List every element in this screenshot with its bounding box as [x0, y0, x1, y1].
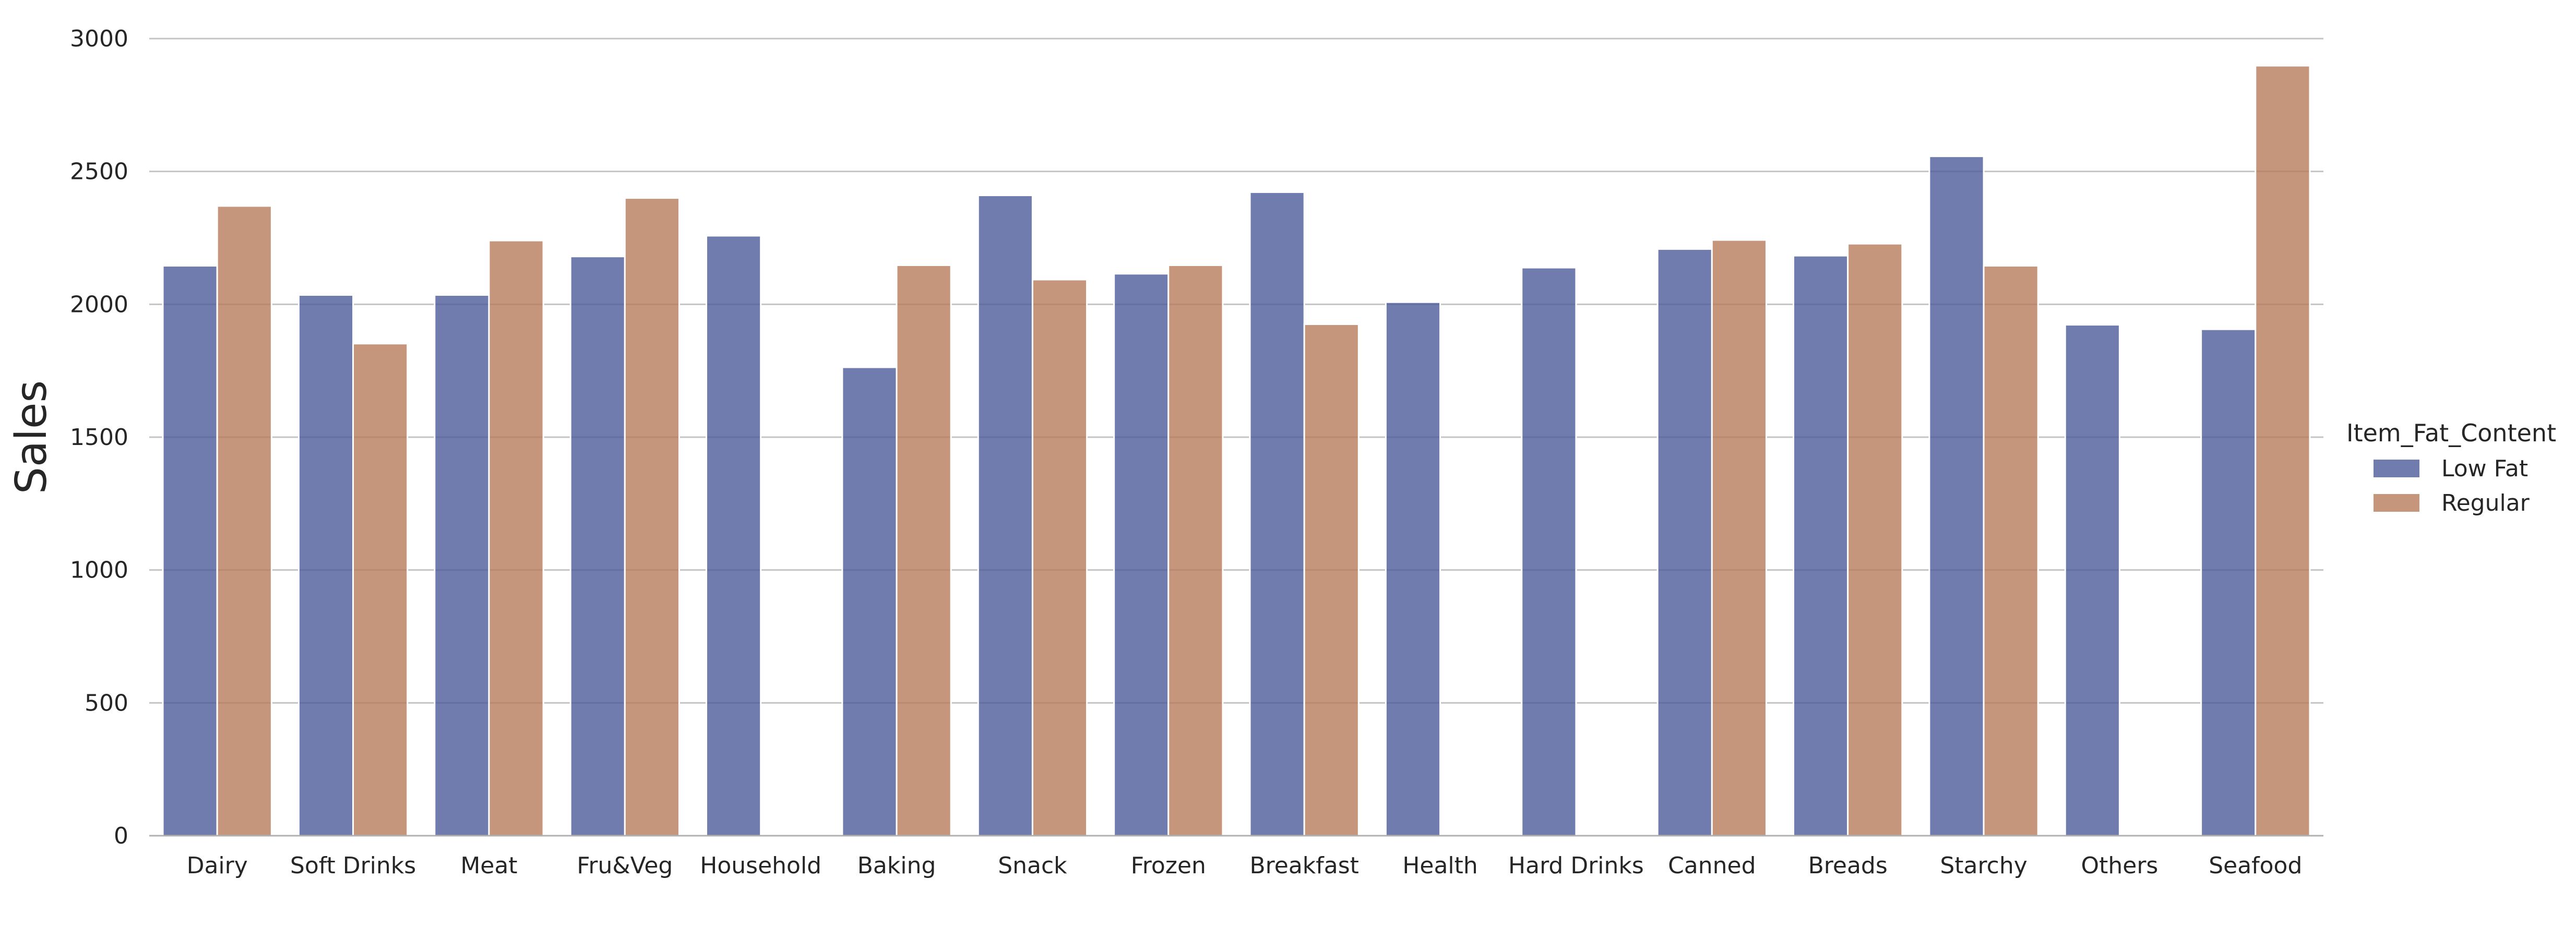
x-tick-label: Frozen	[1131, 852, 1206, 879]
bar-regular	[352, 343, 409, 837]
y-tick-label: 1000	[70, 557, 128, 584]
y-tick-label: 1500	[70, 424, 128, 451]
y-axis-label: Sales	[7, 380, 56, 494]
x-tick-label: Breads	[1808, 852, 1888, 879]
bar-regular	[1983, 264, 2039, 837]
y-tick-labels: 0 500 1000 1500 2000 2500 3000	[70, 26, 128, 849]
bar-regular	[1711, 239, 1767, 837]
legend-swatch	[2374, 494, 2419, 512]
x-tick-label: Soft Drinks	[290, 852, 416, 879]
bar-regular	[1847, 243, 1903, 837]
bar-low-fat	[1656, 248, 1713, 837]
bar-low-fat	[977, 195, 1033, 837]
x-tick-label: Others	[2081, 852, 2158, 879]
x-tick-label: Canned	[1668, 852, 1756, 879]
x-tick-label: Baking	[857, 852, 936, 879]
x-tick-label: Starchy	[1940, 852, 2027, 879]
bar-low-fat	[1793, 255, 1849, 837]
x-tick-label: Snack	[998, 852, 1067, 879]
x-tick-label: Health	[1402, 852, 1477, 879]
y-tick-label: 0	[114, 823, 128, 849]
x-tick-labels: Dairy Soft Drinks Meat Fru&Veg Household Baki…	[187, 852, 2303, 879]
y-tick-label: 2500	[70, 159, 128, 185]
x-tick-label: Dairy	[187, 852, 248, 879]
bar-low-fat	[2064, 324, 2120, 837]
x-tick-label: Household	[700, 852, 821, 879]
bar-regular	[896, 264, 952, 837]
bar-low-fat	[297, 294, 354, 837]
bar-low-fat	[434, 294, 490, 837]
bar-regular	[488, 239, 544, 837]
x-tick-label: Hard Drinks	[1508, 852, 1644, 879]
bar-regular	[1167, 264, 1224, 837]
legend-swatch	[2374, 460, 2419, 477]
bar-low-fat	[706, 235, 762, 837]
bar-low-fat	[1385, 301, 1441, 837]
bar-regular	[1031, 279, 1088, 837]
bar-low-fat	[1521, 267, 1577, 837]
bar-low-fat	[2200, 328, 2257, 837]
bar-low-fat	[1113, 273, 1170, 837]
y-tick-label: 2000	[70, 291, 128, 318]
x-tick-label: Meat	[460, 852, 517, 879]
x-tick-label: Seafood	[2209, 852, 2302, 879]
bar-regular	[624, 197, 680, 837]
bar-low-fat	[841, 366, 898, 837]
legend-label: Regular	[2441, 490, 2530, 516]
bar-low-fat	[162, 264, 218, 837]
bar-regular	[216, 205, 272, 837]
bars	[162, 65, 2311, 837]
bar-regular	[2255, 65, 2311, 837]
x-tick-label: Fru&Veg	[577, 852, 673, 879]
x-tick-label: Breakfast	[1249, 852, 1358, 879]
legend-title: Item_Fat_Content	[2346, 419, 2556, 447]
y-tick-label: 500	[85, 690, 128, 716]
bar-regular	[1303, 323, 1359, 837]
legend-label: Low Fat	[2441, 455, 2528, 482]
legend-items: Low Fat Regular	[2374, 455, 2530, 516]
y-tick-label: 3000	[70, 26, 128, 52]
bar-low-fat	[1928, 155, 1985, 837]
legend: Item_Fat_Content Low Fat Regular	[2346, 419, 2556, 516]
bar-low-fat	[1249, 191, 1305, 837]
bar-low-fat	[569, 256, 626, 837]
